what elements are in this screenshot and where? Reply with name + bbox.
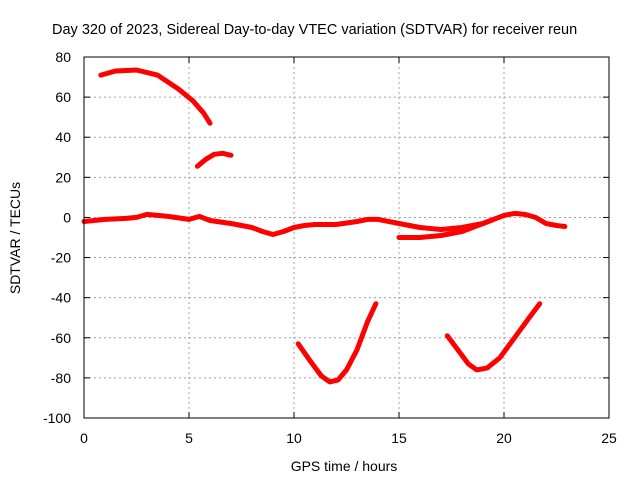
axis-ticks: 0 5 10 15 20 25 -100 -80 -60 -40 -20 0 20 40 60 80 <box>43 49 617 446</box>
x-tick-label: 15 <box>391 430 407 446</box>
y-tick-label: 0 <box>63 209 71 225</box>
series-upper-arc-2 <box>194 150 234 169</box>
plot-frame <box>83 56 610 419</box>
series-lower-arc-1 <box>295 301 379 385</box>
y-tick-label: 80 <box>55 49 71 65</box>
x-tick-label: 10 <box>286 430 302 446</box>
x-tick-label: 0 <box>80 430 88 446</box>
x-tick-label: 20 <box>496 430 512 446</box>
x-axis-label: GPS time / hours <box>291 458 398 474</box>
plot-series <box>81 67 568 385</box>
x-tick-label: 25 <box>601 430 617 446</box>
y-axis-label: SDTVAR / TECUs <box>7 182 23 294</box>
y-tick-label: -20 <box>51 250 71 266</box>
y-tick-label: 40 <box>55 129 71 145</box>
x-tick-label: 5 <box>185 430 193 446</box>
chart-title: Day 320 of 2023, Sidereal Day-to-day VTE… <box>52 22 577 38</box>
y-tick-label: -60 <box>51 330 71 346</box>
series-offset-track <box>396 216 496 240</box>
series-lower-arc-2 <box>444 301 543 373</box>
y-tick-label: -40 <box>51 290 71 306</box>
y-tick-label: -80 <box>51 370 71 386</box>
y-tick-label: -100 <box>43 410 71 426</box>
series-upper-arc-1 <box>98 67 213 126</box>
y-tick-label: 60 <box>55 89 71 105</box>
series-near-zero-track <box>81 210 568 237</box>
grid <box>84 57 609 418</box>
y-tick-label: 20 <box>55 169 71 185</box>
